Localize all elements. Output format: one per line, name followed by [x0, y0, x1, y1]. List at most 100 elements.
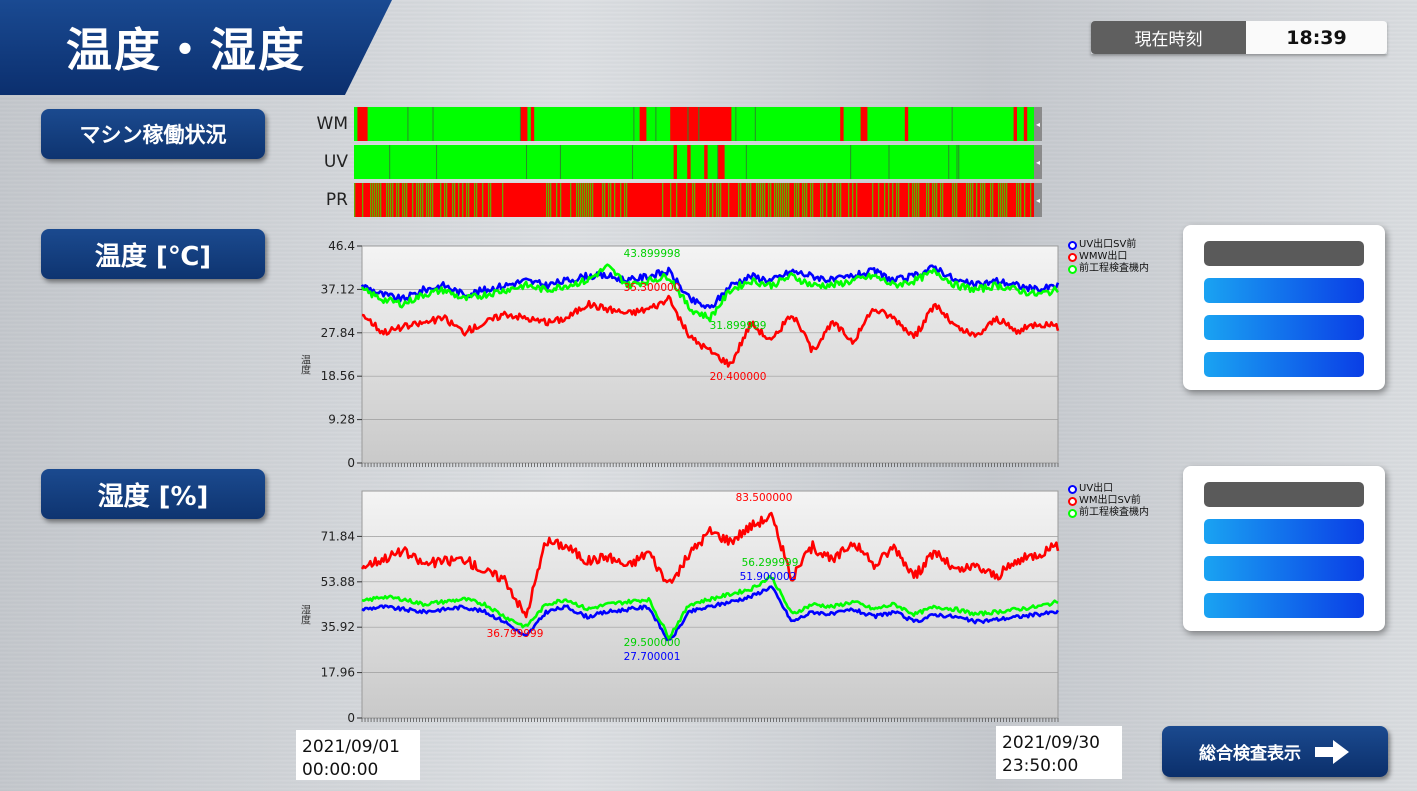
status-running-segment	[740, 183, 742, 217]
status-tick	[687, 107, 689, 141]
overall-inspection-button[interactable]: 総合検査表示	[1162, 726, 1388, 777]
status-tick	[655, 107, 657, 141]
status-running-segment	[826, 183, 828, 217]
y-tick-label: 53.88	[321, 575, 355, 589]
y-tick-label: 35.92	[321, 620, 355, 634]
status-running-segment	[1020, 183, 1022, 217]
status-running-segment	[370, 183, 372, 217]
status-running-segment	[570, 183, 572, 217]
status-tick	[632, 145, 634, 179]
panel-button[interactable]	[1204, 241, 1364, 266]
status-running-segment	[768, 183, 770, 217]
status-row-uv: UV ◂	[300, 145, 1042, 179]
status-running-segment	[932, 183, 934, 217]
status-row-pr: PR ◂	[300, 183, 1042, 217]
status-running-segment	[798, 183, 800, 217]
status-running-segment	[374, 183, 376, 217]
status-label-uv: UV	[323, 152, 348, 172]
page-title: 温度・湿度	[0, 0, 392, 95]
status-running-segment	[588, 183, 590, 217]
series-line	[361, 575, 1059, 640]
range-start-date[interactable]: 2021/09/01 00:00:00	[296, 730, 420, 780]
panel-button[interactable]	[1204, 315, 1364, 340]
status-tick	[698, 107, 700, 141]
panel-button[interactable]	[1204, 482, 1364, 507]
data-label: 83.500000	[736, 492, 793, 504]
y-tick-label: 0	[347, 456, 355, 470]
status-running-segment	[584, 183, 586, 217]
status-running-segment	[972, 183, 974, 217]
status-running-segment	[488, 183, 490, 217]
status-running-segment	[794, 183, 796, 217]
series-line	[360, 511, 1060, 619]
status-running-segment	[758, 183, 760, 217]
status-running-segment	[610, 183, 612, 217]
status-running-segment	[556, 183, 558, 217]
status-running-segment	[372, 183, 374, 217]
status-running-segment	[918, 183, 920, 217]
status-label-wm: WM	[316, 114, 348, 134]
status-running-segment	[872, 183, 874, 217]
status-tick	[754, 107, 756, 141]
temperature-legend: UV出口SV前 WMW出口 前工程検査機内	[1068, 239, 1149, 275]
panel-button[interactable]	[1204, 278, 1364, 303]
status-running-segment	[440, 183, 442, 217]
status-scroll-handle[interactable]: ◂	[1034, 183, 1042, 217]
status-running-segment	[786, 183, 788, 217]
status-running-segment	[590, 183, 592, 217]
range-end-date[interactable]: 2021/09/30 23:50:00	[996, 726, 1122, 779]
status-running-segment	[378, 183, 380, 217]
status-running-segment	[756, 183, 758, 217]
status-running-segment	[1000, 183, 1002, 217]
status-running-segment	[426, 183, 428, 217]
status-running-segment	[970, 183, 972, 217]
status-running-segment	[396, 183, 398, 217]
status-running-segment	[984, 183, 986, 217]
machine-status-heading: マシン稼働状況	[41, 109, 265, 159]
status-running-segment	[968, 183, 970, 217]
status-running-segment	[708, 183, 710, 217]
temperature-chart: 46.4 37.12 27.84 18.56 9.28 0 温度 43.899998 35.30…	[299, 240, 1060, 470]
panel-button[interactable]	[1204, 593, 1364, 618]
status-running-segment	[898, 183, 900, 217]
status-running-segment	[354, 183, 356, 217]
status-running-segment	[804, 183, 806, 217]
status-stop-segment	[904, 107, 909, 141]
status-running-segment	[602, 183, 604, 217]
panel-button[interactable]	[1204, 556, 1364, 581]
panel-button[interactable]	[1204, 519, 1364, 544]
status-running-segment	[624, 183, 626, 217]
status-running-segment	[412, 183, 414, 217]
status-running-segment	[578, 183, 580, 217]
status-running-segment	[676, 183, 678, 217]
status-scroll-handle[interactable]: ◂	[1034, 107, 1042, 141]
status-running-segment	[856, 183, 858, 217]
status-running-segment	[782, 183, 784, 217]
status-running-segment	[466, 183, 468, 217]
status-scroll-handle[interactable]: ◂	[1034, 145, 1042, 179]
status-stop-segment	[1013, 107, 1017, 141]
status-running-segment	[838, 183, 840, 217]
status-running-segment	[398, 183, 400, 217]
status-running-segment	[936, 183, 938, 217]
panel-button[interactable]	[1204, 352, 1364, 377]
status-stop-segment	[670, 107, 732, 141]
status-running-segment	[592, 183, 594, 217]
data-label: 29.500000	[624, 637, 681, 649]
status-running-segment	[770, 183, 772, 217]
data-label: 51.900002	[740, 571, 797, 583]
plot-area	[361, 490, 1059, 719]
status-running-segment	[586, 183, 588, 217]
status-stop-segment	[520, 107, 528, 141]
overall-inspection-label: 総合検査表示	[1199, 744, 1301, 764]
status-stop-segment	[639, 107, 647, 141]
y-tick-label: 17.96	[321, 666, 355, 680]
status-running-segment	[720, 183, 722, 217]
status-running-segment	[812, 183, 814, 217]
status-running-segment	[474, 183, 476, 217]
status-tick	[389, 145, 391, 179]
status-running-segment	[420, 183, 422, 217]
humidity-control-panel	[1183, 466, 1385, 631]
status-running-segment	[560, 183, 562, 217]
legend-item: UV出口	[1068, 483, 1149, 495]
